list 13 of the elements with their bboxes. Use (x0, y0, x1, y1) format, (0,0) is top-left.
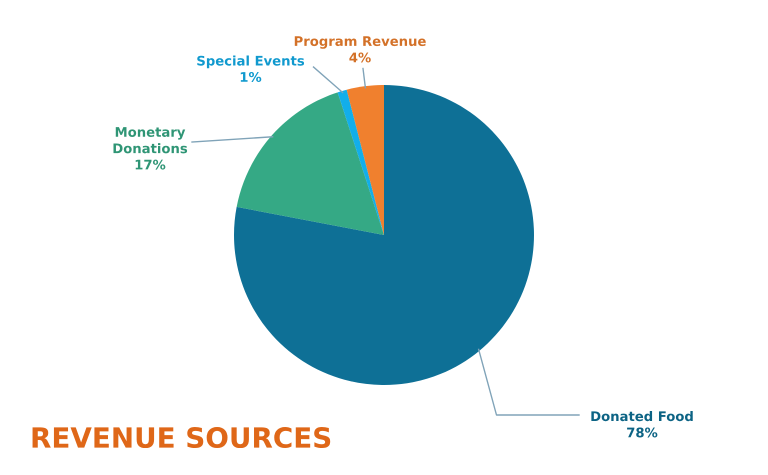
data-label: 1% (240, 72, 262, 82)
slice-label: Program Revenue (294, 36, 426, 49)
pie-slice (234, 85, 534, 385)
data-label: 4% (349, 52, 371, 62)
pie-slice (338, 90, 384, 235)
slice-label: Donated Food (591, 410, 693, 422)
data-label: 78% (627, 427, 658, 438)
pie-slice (346, 85, 384, 235)
pie-slice (236, 92, 384, 235)
slice-label: Monetary Donations (113, 127, 188, 154)
text: REVENUE SOURCES (32, 427, 330, 448)
data-label: 17% (136, 160, 166, 170)
slice-label: Special Events (197, 55, 304, 68)
